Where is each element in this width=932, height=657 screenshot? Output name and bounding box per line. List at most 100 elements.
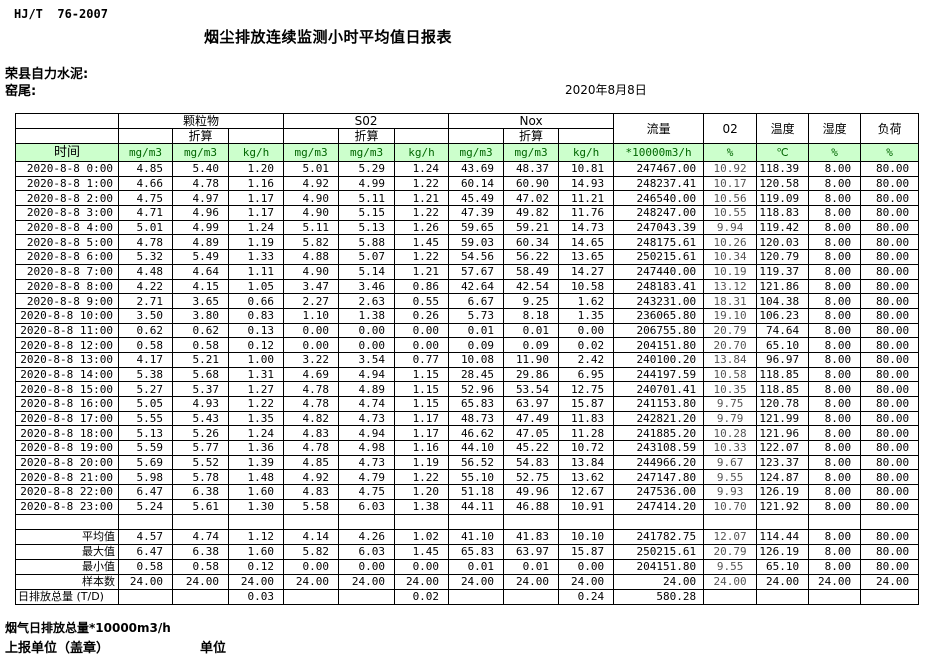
value-cell: 5.01 [283,161,340,177]
value-cell: 1.21 [394,190,450,207]
value-cell: 56.52 [448,454,505,471]
value-cell: 248183.41 [613,278,705,295]
unit-cell: % [703,143,758,162]
value-cell: 4.92 [283,175,340,192]
value-cell: 4.88 [283,249,340,265]
value-cell: 0.13 [227,322,285,339]
flue-gas-total-note: 烟气日排放总量*10000m3/h [5,621,171,635]
value-cell: 1.24 [394,161,450,177]
data-row: 2020-8-8 2:00 4.75 4.97 1.17 4.90 5.11 1.21 45.… [15,190,920,207]
value-cell: 9.67 [703,454,758,471]
value-cell: 63.97 [503,543,560,560]
value-cell: 0.01 [503,322,560,339]
value-cell: 4.78 [283,381,340,397]
unit-cell: *10000m3/h [613,143,705,162]
value-cell: 5.59 [118,440,173,456]
value-cell: 10.55 [703,205,758,221]
value-cell: 14.73 [558,219,615,236]
value-cell: 1.26 [394,219,450,236]
value-cell: 80.00 [860,454,920,471]
value-cell: 10.72 [558,440,615,456]
value-cell: 10.92 [703,161,758,177]
time-cell: 2020-8-8 12:00 [15,337,119,353]
value-cell: 6.47 [118,543,173,560]
value-cell: 4.78 [283,396,340,412]
empty-cell [15,513,119,530]
value-cell: 2.27 [283,293,340,309]
value-cell: 4.26 [338,528,396,545]
value-cell: 8.00 [808,249,862,265]
value-cell: 4.92 [283,469,340,486]
value-cell: 0.00 [338,558,396,575]
value-cell: 1.19 [227,234,285,251]
header-o2: 02 [703,113,758,144]
value-cell: 4.73 [338,454,396,471]
value-cell: 8.00 [808,337,862,353]
value-cell: 0.55 [394,293,450,309]
data-row: 2020-8-8 16:00 5.05 4.93 1.22 4.78 4.74 1.15 65… [15,396,920,412]
value-cell: 0.00 [558,558,615,575]
value-cell: 8.00 [808,381,862,397]
value-cell: 4.17 [118,351,173,368]
value-cell: 44.10 [448,440,505,456]
time-header-spacer [15,128,119,144]
data-row: 2020-8-8 7:00 4.48 4.64 1.11 4.90 5.14 1.21 57.… [15,263,920,280]
data-row: 2020-8-8 10:00 3.50 3.80 0.83 1.10 1.38 0.26 5.… [15,307,920,324]
value-cell: 5.13 [118,425,173,442]
value-cell: 1.24 [227,425,285,442]
value-cell: 5.82 [283,234,340,251]
value-cell: 1.00 [227,351,285,368]
value-cell: 54.56 [448,249,505,265]
value-cell: 5.52 [172,454,229,471]
empty-cell [227,513,285,530]
value-cell: 3.46 [338,278,396,295]
value-cell: 42.54 [503,278,560,295]
value-cell: 241885.20 [613,425,705,442]
value-cell: 126.19 [756,543,810,560]
header-group-row: 颗粒物 S02 Nox 流量 02 温度 湿度 负荷 [15,113,920,144]
time-cell: 2020-8-8 9:00 [15,293,119,309]
value-cell: 118.83 [756,205,810,221]
value-cell: 4.57 [118,528,173,545]
value-cell: 6.95 [558,366,615,383]
value-cell: 247147.80 [613,469,705,486]
value-cell: 80.00 [860,396,920,412]
value-cell: 49.82 [503,205,560,221]
value-cell: 0.58 [172,337,229,353]
value-cell: 250215.61 [613,249,705,265]
value-cell: 4.69 [283,366,340,383]
unit-cell: % [808,143,862,162]
value-cell: 0.01 [448,322,505,339]
value-cell: 0.12 [227,337,285,353]
summary-row: 最大值 6.47 6.38 1.60 5.82 6.03 1.45 65.83 63.97 15.… [15,543,920,560]
time-cell: 2020-8-8 22:00 [15,484,119,500]
value-cell: 10.81 [558,161,615,177]
value-cell: 24.00 [338,573,396,590]
value-cell: 0.00 [338,322,396,339]
value-cell: 47.39 [448,205,505,221]
value-cell: 248237.41 [613,175,705,192]
value-cell: 5.15 [338,205,396,221]
value-cell: 4.82 [283,410,340,427]
value-cell: 5.29 [338,161,396,177]
value-cell: 8.00 [808,322,862,339]
empty-cell [283,513,340,530]
unit-row: 时间 mg/m3 mg/m3 kg/h mg/m3 mg/m3 kg/h mg/… [15,143,920,162]
data-row: 2020-8-8 11:00 0.62 0.62 0.13 0.00 0.00 0.00 0.… [15,322,920,339]
value-cell: 1.45 [394,543,450,560]
value-cell: 4.98 [338,440,396,456]
value-cell: 5.01 [118,219,173,236]
value-cell: 247440.00 [613,263,705,280]
value-cell: 1.22 [394,205,450,221]
unit-cell: mg/m3 [503,143,560,162]
value-cell: 5.21 [172,351,229,368]
time-cell: 2020-8-8 11:00 [15,322,119,339]
value-cell: 244966.20 [613,454,705,471]
value-cell: 41.10 [448,528,505,545]
value-cell: 49.96 [503,484,560,500]
unit-cell: mg/m3 [283,143,340,162]
value-cell: 0.24 [558,588,615,605]
data-row: 2020-8-8 0:00 4.85 5.40 1.20 5.01 5.29 1.24 43.… [15,161,920,177]
value-cell: 0.01 [448,558,505,575]
value-cell: 0.62 [118,322,173,339]
